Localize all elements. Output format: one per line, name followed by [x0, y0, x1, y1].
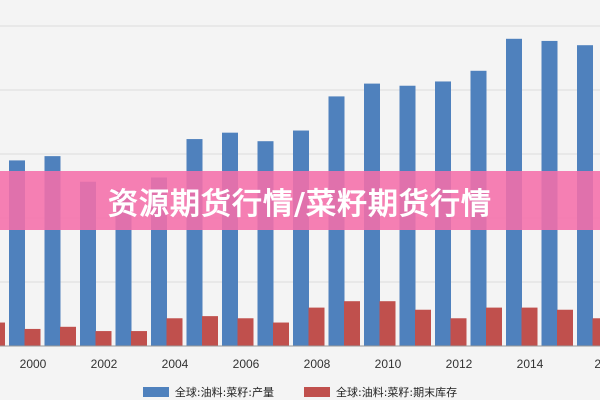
legend-label-stock: 全球:油料:菜籽:期末库存: [336, 386, 458, 399]
bar-stock: [131, 331, 147, 346]
legend-item-production: 全球:油料:菜籽:产量: [142, 384, 274, 400]
title-banner: 资源期货行情/菜籽期货行情: [0, 171, 600, 230]
bar-stock: [24, 328, 41, 346]
bar-stock: [379, 301, 396, 346]
bar-stock: [273, 322, 289, 346]
bar-stock: [166, 318, 183, 346]
bar-stock: [60, 326, 76, 346]
bar-stock: [486, 307, 502, 346]
legend-label-production: 全球:油料:菜籽:产量: [174, 386, 274, 399]
x-tick-label: 20: [594, 357, 600, 371]
bar-stock: [237, 318, 254, 346]
banner-title: 资源期货行情/菜籽期货行情: [108, 186, 492, 222]
x-tick-label: 2000: [20, 357, 47, 371]
legend: 全球:油料:菜籽:产量 全球:油料:菜籽:期末库存: [0, 384, 600, 400]
bar-stock: [521, 307, 538, 346]
bar-stock: [592, 318, 600, 346]
bar-production: [222, 132, 238, 346]
x-tick-label: 2004: [162, 357, 189, 371]
legend-item-stock: 全球:油料:菜籽:期末库存: [304, 384, 457, 400]
x-tick-label: 2008: [304, 357, 331, 371]
x-tick-label: 2002: [91, 357, 118, 371]
bar-stock: [344, 301, 360, 346]
bar-stock: [95, 331, 112, 346]
bar-stock: [202, 316, 218, 346]
x-tick-label: 2006: [233, 357, 260, 371]
legend-swatch-production: [142, 387, 169, 397]
x-tick-label: 2010: [375, 357, 402, 371]
bar-stock: [557, 309, 573, 346]
legend-swatch-stock: [304, 387, 330, 397]
bar-stock: [308, 307, 325, 346]
bar-production: [293, 130, 309, 346]
x-tick-label: 2012: [446, 357, 473, 371]
x-tick-labels: 2000 2002 2004 2006 2008 2010 2012 2014 20: [20, 357, 600, 371]
bar-stock: [450, 318, 467, 346]
bar-stock: [415, 309, 431, 346]
bar-stock: [0, 322, 5, 346]
x-tick-label: 2014: [517, 357, 544, 371]
